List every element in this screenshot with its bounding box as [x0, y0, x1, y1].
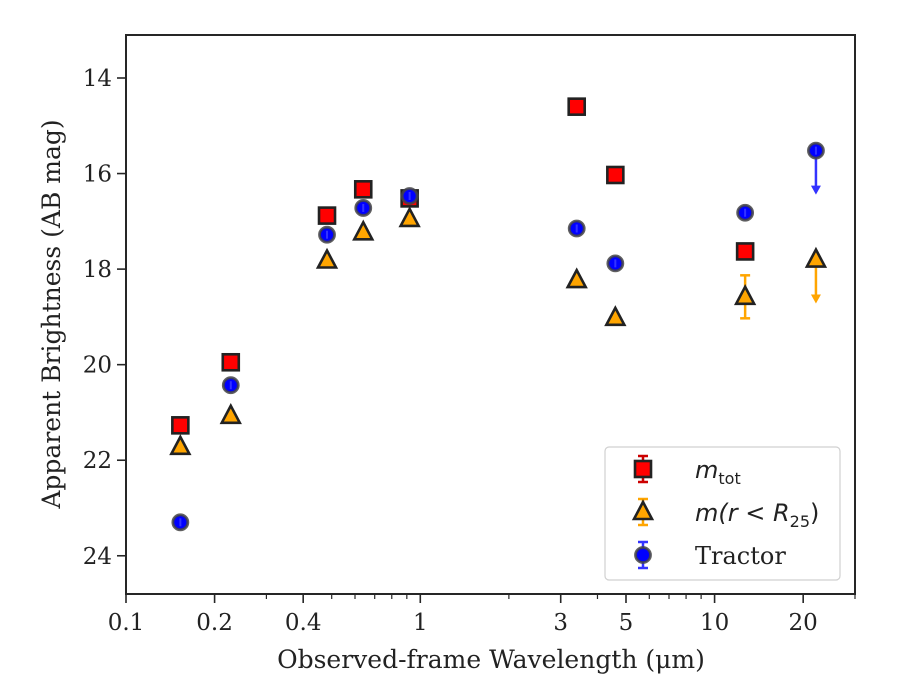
data-point	[398, 206, 421, 228]
data-point	[353, 180, 373, 199]
data-point	[169, 434, 192, 456]
data-point	[352, 219, 375, 241]
y-tick-label: 22	[83, 448, 112, 474]
y-tick-label: 24	[83, 544, 112, 570]
upper-limit-arrowhead	[810, 185, 821, 195]
series-mtot	[171, 97, 755, 435]
data-point	[171, 416, 190, 435]
legend-marker	[633, 459, 653, 479]
data-point	[804, 246, 828, 268]
series-tractor	[171, 141, 825, 532]
series-mr25	[169, 206, 828, 456]
data-point	[221, 352, 241, 372]
x-tick-label: 20	[789, 610, 818, 636]
legend-box	[604, 446, 841, 581]
plot-frame	[125, 34, 856, 595]
data-point	[567, 97, 587, 116]
x-tick-label: 3	[553, 610, 568, 636]
data-point	[604, 305, 627, 327]
legend: mtot m(r < R25) Tractor	[604, 446, 841, 581]
data-marks	[169, 97, 828, 532]
data-point	[606, 165, 625, 185]
legend-entry-mtot: mtot	[633, 454, 741, 488]
upper-limit-arrowhead	[810, 294, 821, 304]
legend-label: mtot	[695, 456, 741, 488]
y-axis: 14 16 18 20 22 24	[83, 66, 126, 570]
x-tick-label: 10	[700, 610, 729, 636]
x-tick-label: 5	[619, 610, 634, 636]
legend-marker	[634, 546, 652, 564]
data-point	[219, 403, 242, 425]
data-point	[565, 267, 588, 289]
x-tick-label: 1	[413, 610, 428, 636]
legend-entry-tractor: Tractor	[634, 540, 786, 570]
data-point	[315, 247, 339, 269]
data-point	[317, 206, 337, 225]
data-point	[733, 284, 757, 306]
plot-border	[125, 34, 856, 595]
x-tick-label: 0.4	[285, 610, 322, 636]
data-point	[735, 242, 755, 261]
y-tick-label: 16	[83, 162, 112, 188]
legend-entry-mr25: m(r < R25)	[631, 497, 819, 531]
y-tick-label: 14	[83, 66, 112, 92]
legend-marker	[631, 499, 655, 521]
y-tick-label: 18	[83, 257, 112, 283]
legend-label: m(r < R25)	[695, 499, 819, 531]
x-axis-label: Observed-frame Wavelength (μm)	[277, 645, 705, 674]
x-tick-label: 0.1	[108, 610, 145, 636]
y-tick-label: 20	[83, 353, 112, 379]
legend-label: Tractor	[695, 542, 786, 570]
x-axis: 0.1 0.2 0.4 1 3 5 10 20	[108, 594, 856, 636]
y-axis-label: Apparent Brightness (AB mag)	[37, 119, 66, 509]
x-tick-label: 0.2	[196, 610, 233, 636]
